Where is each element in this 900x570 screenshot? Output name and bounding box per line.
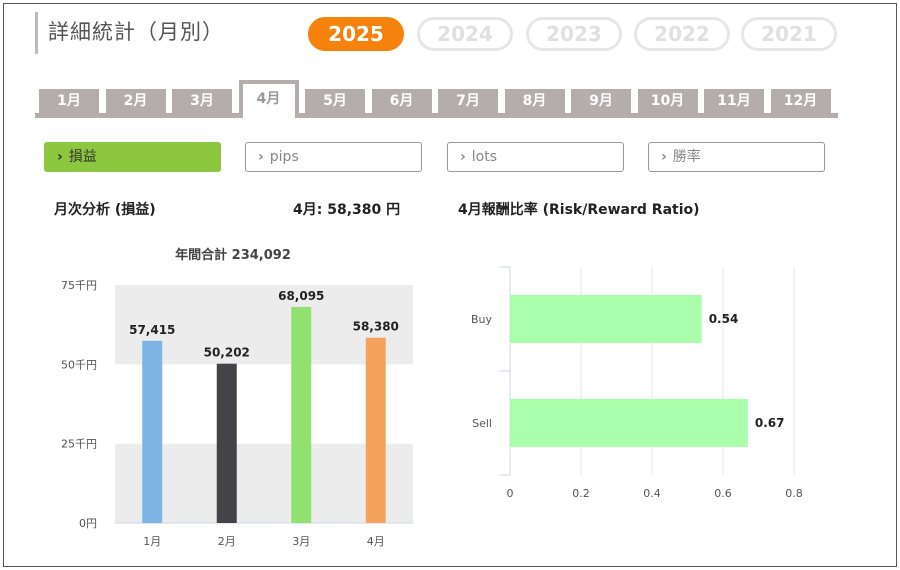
- x-tick-label: 0.2: [572, 487, 590, 500]
- month-tab-12[interactable]: 12月: [770, 89, 831, 113]
- x-tick-label: 0.8: [785, 487, 803, 500]
- x-tick-label: 0.4: [643, 487, 661, 500]
- y-tick-label: 25千円: [61, 438, 97, 451]
- x-tick-label: 0.6: [714, 487, 732, 500]
- grid-band: [115, 364, 413, 444]
- month-tab-6[interactable]: 6月: [371, 89, 432, 113]
- month-tabs-underline: [35, 113, 838, 118]
- bar-value-label: 58,380: [353, 320, 399, 334]
- monthly-pnl-chart: 0円 25千円 50千円 75千円 年間合計 234,092 57,415 1月 50,202…: [40, 240, 430, 559]
- bar-4月[interactable]: [365, 337, 386, 523]
- chevron-right-icon: ›: [661, 149, 667, 165]
- grid-band: [115, 285, 413, 365]
- year-tab-2021[interactable]: 2021: [741, 17, 837, 51]
- bar-buy[interactable]: [510, 295, 702, 343]
- bar-value-label: 68,095: [278, 289, 324, 303]
- y-tick-label: 0円: [79, 517, 97, 530]
- month-tab-5[interactable]: 5月: [305, 89, 365, 113]
- y-tick-label: 50千円: [61, 358, 97, 371]
- year-tab-2023[interactable]: 2023: [526, 17, 622, 51]
- chevron-right-icon: ›: [57, 149, 63, 165]
- lots-filter-button[interactable]: › lots: [447, 142, 624, 172]
- y-category-label: Sell: [472, 417, 492, 430]
- x-category-label: 1月: [143, 535, 161, 548]
- monthly-pnl-svg: 0円 25千円 50千円 75千円 年間合計 234,092 57,415 1月 50,202…: [61, 247, 413, 548]
- month-tab-7[interactable]: 7月: [438, 89, 498, 113]
- month-tab-2[interactable]: 2月: [105, 89, 166, 113]
- month-tab-4[interactable]: 4月: [238, 80, 299, 118]
- bar-3月[interactable]: [291, 306, 312, 523]
- month-tab-8[interactable]: 8月: [504, 89, 565, 113]
- grid-band: [115, 443, 413, 523]
- x-category-label: 4月: [367, 535, 385, 548]
- x-tick-label: 0: [507, 487, 514, 500]
- year-tab-2024[interactable]: 2024: [417, 17, 513, 51]
- bar-2月[interactable]: [216, 363, 237, 523]
- bar-value-label: 0.67: [755, 416, 785, 430]
- month-tab-11[interactable]: 11月: [704, 89, 764, 113]
- page-title: 詳細統計（月別）: [35, 12, 224, 54]
- y-category-label: Buy: [471, 313, 493, 326]
- risk-reward-svg: 0 0.2 0.4 0.6 0.8 0.54 Buy 0.67 Sell: [471, 266, 803, 500]
- bar-value-label: 50,202: [204, 346, 250, 360]
- monthly-analysis-label: 月次分析 (損益): [54, 202, 156, 218]
- month-tab-3[interactable]: 3月: [172, 89, 232, 113]
- chevron-right-icon: ›: [460, 149, 466, 165]
- month-tab-1[interactable]: 1月: [39, 89, 99, 113]
- chevron-right-icon: ›: [258, 149, 264, 165]
- risk-reward-label: 4月報酬比率 (Risk/Reward Ratio): [458, 202, 700, 218]
- x-category-label: 3月: [292, 535, 310, 548]
- filter-label: pips: [269, 149, 299, 165]
- bar-1月[interactable]: [142, 340, 163, 523]
- winrate-filter-button[interactable]: › 勝率: [648, 142, 825, 172]
- window-frame: [3, 3, 897, 567]
- profit-filter-button[interactable]: › 損益: [44, 142, 221, 172]
- pips-filter-button[interactable]: › pips: [245, 142, 422, 172]
- month-total-value: 4月: 58,380 円: [293, 202, 401, 218]
- bar-value-label: 0.54: [709, 312, 739, 326]
- annual-total-title: 年間合計 234,092: [175, 247, 291, 263]
- year-tab-2022[interactable]: 2022: [634, 17, 730, 51]
- year-tab-2025[interactable]: 2025: [308, 17, 404, 51]
- risk-reward-chart: 0 0.2 0.4 0.6 0.8 0.54 Buy 0.67 Sell: [455, 255, 825, 519]
- y-tick-label: 75千円: [61, 279, 97, 292]
- bar-value-label: 57,415: [129, 323, 175, 337]
- month-tab-9[interactable]: 9月: [571, 89, 631, 113]
- filter-label: 勝率: [672, 149, 701, 165]
- month-tabs: 1月 2月 3月 4月 5月 6月 7月 8月 9月 10月 11月 12月: [35, 80, 838, 118]
- filter-label: lots: [471, 149, 498, 165]
- month-tab-10[interactable]: 10月: [637, 89, 698, 113]
- x-category-label: 2月: [218, 535, 236, 548]
- bar-sell[interactable]: [510, 399, 748, 447]
- filter-label: 損益: [68, 149, 97, 165]
